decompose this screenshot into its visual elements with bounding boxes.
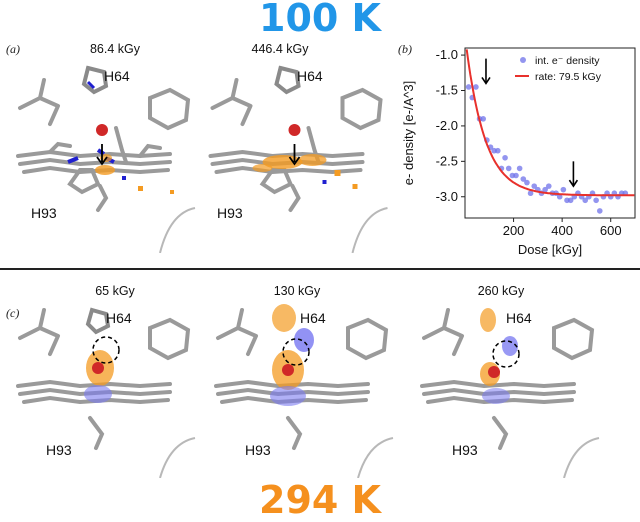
heme-structure-a2 <box>208 65 388 253</box>
plot-frame <box>464 47 636 219</box>
legend-label-line: rate: 79.5 kGy <box>535 71 602 83</box>
data-point <box>542 186 548 193</box>
data-point <box>593 197 599 204</box>
data-point <box>465 84 472 90</box>
title-100k: 100 K <box>259 0 381 40</box>
data-point <box>560 186 567 193</box>
residue-h93-c1: H93 <box>46 442 72 458</box>
dose-label-a1: 86.4 kGy <box>89 42 141 56</box>
residue-h93-a2: H93 <box>217 205 243 221</box>
y-tick-label: -1.0 <box>436 47 458 62</box>
data-point <box>502 154 508 161</box>
x-tick-label: 600 <box>600 223 622 238</box>
data-point <box>545 183 552 189</box>
data-point <box>513 172 519 179</box>
panel-a-letter: (a) <box>6 42 20 56</box>
data-point <box>527 190 534 197</box>
section-divider <box>0 268 640 270</box>
y-tick-label: -3.0 <box>436 189 458 204</box>
data-point <box>596 208 603 214</box>
y-axis-label: e- density [e-/A^3] <box>401 81 416 185</box>
legend-label-scatter: int. e⁻ density <box>535 55 600 67</box>
dose-label-c2: 130 kGy <box>273 284 321 298</box>
panel-c-letter: (c) <box>6 306 20 320</box>
data-point <box>516 165 523 172</box>
title-294k: 294 K <box>259 478 381 522</box>
x-tick-label: 400 <box>551 223 573 238</box>
data-point <box>480 116 487 122</box>
y-tick-label: -2.5 <box>436 153 458 168</box>
panel-b-letter: (b) <box>398 42 412 56</box>
data-point <box>505 165 512 172</box>
residue-h64-c1: H64 <box>106 310 132 326</box>
data-point <box>531 183 538 189</box>
data-point <box>524 179 530 186</box>
residue-h64-a1: H64 <box>104 68 130 84</box>
dose-label-a2: 446.4 kGy <box>251 42 309 56</box>
x-tick-label: 200 <box>503 223 525 238</box>
residue-h64-c3: H64 <box>506 310 532 326</box>
data-point <box>494 147 501 154</box>
residue-h64-c2: H64 <box>300 310 326 326</box>
heme-structure-a1 <box>16 65 196 253</box>
data-point <box>556 193 563 200</box>
heme-structure-c2 <box>214 304 394 478</box>
residue-h64-a2: H64 <box>297 68 323 84</box>
heme-structure-c3 <box>420 308 600 478</box>
dose-label-c3: 260 kGy <box>477 284 525 298</box>
dose-label-c1: 65 kGy <box>95 284 135 298</box>
data-point <box>567 197 574 204</box>
annotation-arrow-head <box>481 76 491 85</box>
data-point <box>520 176 527 182</box>
legend-marker-scatter <box>520 57 526 63</box>
residue-h93-a1: H93 <box>31 205 57 221</box>
y-tick-label: -1.5 <box>436 83 458 98</box>
x-axis-label: Dose [kGy] <box>518 242 582 257</box>
dose-density-chart: 200 400 600 -1.0 -1.5 -2.0 -2.5 -3.0 Dose [kGy] e… <box>401 47 636 257</box>
fit-curve <box>465 49 635 197</box>
data-point <box>582 197 589 204</box>
annotation-arrow-head <box>568 179 579 188</box>
data-point <box>473 84 479 90</box>
y-tick-label: -2.0 <box>436 118 458 133</box>
heme-structure-c1 <box>16 307 196 478</box>
residue-h93-c3: H93 <box>452 442 478 458</box>
residue-h93-c2: H93 <box>245 442 271 458</box>
